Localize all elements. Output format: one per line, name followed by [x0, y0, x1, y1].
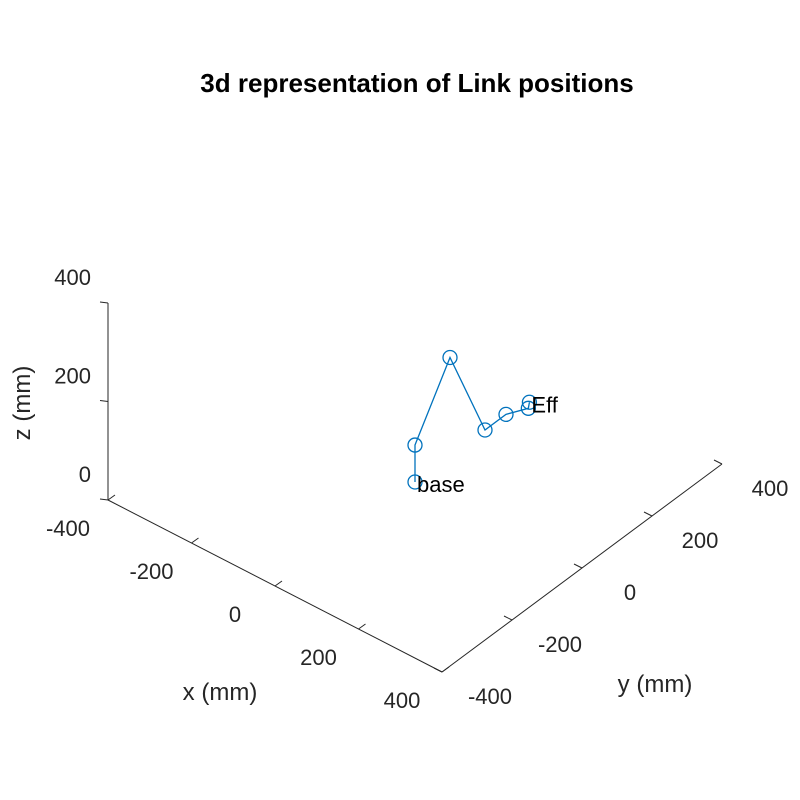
link-point-marker: [407, 474, 423, 490]
z-tick-label: 0: [79, 462, 91, 487]
chart-title: 3d representation of Link positions: [200, 68, 633, 98]
x-tick-label: 400: [384, 688, 421, 713]
y-tick: [643, 511, 653, 517]
x-axis-label: x (mm): [183, 679, 258, 706]
x-tick: [358, 623, 366, 630]
x-tick: [441, 666, 450, 673]
x-tick: [191, 537, 199, 544]
y-tick: [573, 563, 583, 569]
y-axis-label: y (mm): [618, 671, 693, 698]
y-tick-label: -400: [468, 684, 512, 709]
link-point-marker: [521, 394, 538, 410]
x-tick-label: 0: [229, 602, 241, 627]
link-point-marker: [520, 400, 536, 416]
annotation-eff: Eff: [531, 392, 558, 417]
y-tick: [433, 667, 443, 673]
x-tick-label: 200: [300, 645, 337, 670]
x-tick: [107, 494, 116, 501]
y-tick: [503, 615, 513, 621]
ticks: [99, 301, 723, 673]
y-tick-label: -200: [538, 632, 582, 657]
z-tick-label: 200: [54, 364, 91, 389]
y-tick-label: 0: [624, 580, 636, 605]
y-tick-label: 200: [682, 528, 719, 553]
link-point-marker: [498, 406, 514, 423]
z-axis-label: z (mm): [9, 366, 36, 441]
x-tick-label: -400: [46, 516, 90, 541]
annotation-layer: base Eff: [417, 392, 559, 497]
x-tick-label: -200: [129, 559, 173, 584]
series-line: [414, 355, 531, 482]
link-point-marker: [442, 349, 458, 366]
z-tick: [99, 400, 109, 402]
link-point-marker: [477, 422, 493, 438]
axes: [107, 303, 723, 673]
y-tick: [713, 459, 723, 465]
z-tick: [99, 498, 109, 501]
series-layer: [407, 349, 538, 490]
z-tick-label: 400: [54, 265, 91, 290]
annotation-base: base: [417, 472, 465, 497]
x-tick: [274, 580, 283, 587]
z-tick: [99, 301, 109, 304]
link-point-marker: [407, 437, 423, 453]
tick-labels: -400 -200 0 200 400 -400 -200 0 200 400 0 200 400: [46, 265, 788, 713]
y-tick-label: 400: [752, 476, 789, 501]
